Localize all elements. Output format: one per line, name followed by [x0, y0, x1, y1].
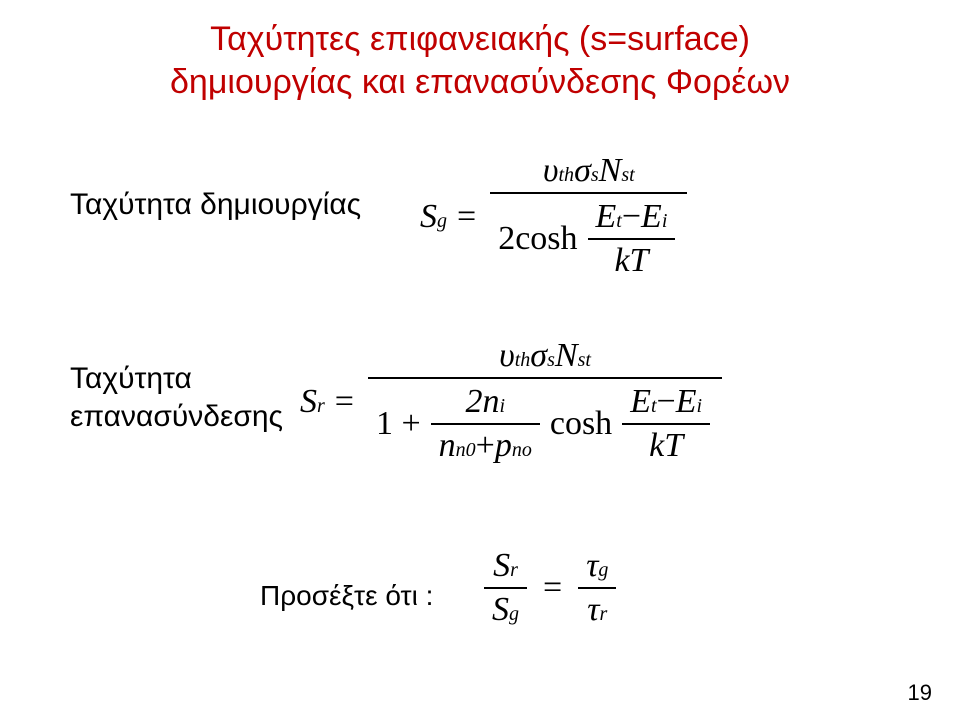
- page-number: 19: [908, 680, 932, 706]
- eq2-2n-sub: i: [499, 395, 505, 418]
- label-recomb-l1: Ταχύτητα: [70, 362, 192, 395]
- eq3-Sg-sub: g: [509, 603, 519, 626]
- eq1-equals: =: [457, 198, 476, 236]
- eq2-numerator: υth σs Nst: [491, 335, 599, 377]
- eq2-Et: E: [630, 383, 651, 421]
- eq2-minus: −: [657, 383, 676, 421]
- eq3-Sr: S: [493, 547, 510, 585]
- eq2-inner1-den: nn0 + pno: [431, 425, 540, 467]
- equation-recombination: Sr = υth σs Nst 1 + 2ni nn0 +: [300, 335, 726, 469]
- eq2-sigma: σ: [530, 337, 547, 375]
- eq2-lhs: Sr: [300, 383, 325, 421]
- eq2-pno-sub: no: [512, 439, 532, 462]
- eq2-2n: 2n: [465, 383, 499, 421]
- eq1-N: N: [599, 152, 622, 190]
- eq3-tau-r: τ: [587, 591, 599, 629]
- eq1-Ei: E: [641, 198, 662, 236]
- eq1-kT: kT: [614, 242, 648, 280]
- eq2-S-sub: r: [317, 395, 325, 418]
- eq2-Ei: E: [676, 383, 697, 421]
- title-line-2: δημιουργίας και επανασύνδεσης Φορέων: [170, 63, 790, 101]
- label-recombination-rate: Ταχύτητα επανασύνδεσης: [70, 360, 283, 435]
- eq3-equals: =: [543, 569, 562, 607]
- title-line-1: Ταχύτητες επιφανειακής (s=surface): [210, 20, 750, 58]
- eq1-Et: E: [596, 198, 617, 236]
- eq1-Ei-sub: i: [662, 210, 668, 233]
- eq1-u-sub: th: [559, 164, 575, 187]
- eq2-equals: =: [335, 383, 354, 421]
- eq2-inner2-den: kT: [641, 425, 691, 467]
- eq3-rhs-den: τr: [579, 589, 615, 631]
- eq2-main-frac: υth σs Nst 1 + 2ni nn0 + pno: [368, 335, 722, 469]
- eq1-denominator: 2cosh Et − Ei kT: [490, 194, 687, 284]
- eq1-minus: −: [622, 198, 641, 236]
- eq1-2cosh: 2cosh: [498, 220, 577, 258]
- eq1-inner-den: kT: [606, 240, 656, 282]
- eq1-lhs: Sg: [420, 198, 447, 236]
- eq1-N-sub: st: [621, 164, 634, 187]
- eq1-sigma-sub: s: [591, 164, 599, 187]
- eq3-tau-g: τ: [586, 547, 598, 585]
- eq2-inner-frac-2: Et − Ei kT: [622, 381, 710, 467]
- equation-generation: Sg = υth σs Nst 2cosh Et − Ei: [420, 150, 691, 284]
- label-recomb-l2: επανασύνδεσης: [70, 400, 283, 433]
- eq1-inner-num: Et − Ei: [588, 196, 676, 238]
- note-label: Προσέξτε ότι :: [260, 580, 433, 612]
- eq2-1plus: 1 +: [376, 405, 421, 443]
- eq2-plus: +: [476, 427, 495, 465]
- label-generation-rate: Ταχύτητα δημιουργίας: [70, 188, 361, 222]
- eq3-lhs-num: Sr: [485, 545, 526, 587]
- eq2-kT: kT: [649, 427, 683, 465]
- eq3-tau-g-sub: g: [598, 559, 608, 582]
- eq1-Et-sub: t: [616, 210, 622, 233]
- eq1-numerator: υth σs Nst: [535, 150, 643, 192]
- eq2-nn0-sub: n0: [456, 439, 476, 462]
- eq3-Sr-sub: r: [510, 559, 518, 582]
- eq2-N-sub: st: [578, 349, 591, 372]
- eq2-u: υ: [499, 337, 515, 375]
- eq2-N: N: [555, 337, 578, 375]
- eq3-lhs-den: Sg: [484, 589, 527, 631]
- slide-page: Ταχύτητες επιφανειακής (s=surface) δημιο…: [0, 0, 960, 720]
- eq1-sigma: σ: [574, 152, 591, 190]
- eq1-S-sub: g: [437, 210, 447, 233]
- eq2-u-sub: th: [515, 349, 531, 372]
- eq3-rhs-frac: τg τr: [578, 545, 616, 631]
- eq3-tau-r-sub: r: [599, 603, 607, 626]
- eq3-rhs-num: τg: [578, 545, 616, 587]
- eq2-inner1-num: 2ni: [457, 381, 513, 423]
- eq1-u: υ: [543, 152, 559, 190]
- eq2-Et-sub: t: [651, 395, 657, 418]
- eq2-denominator: 1 + 2ni nn0 + pno cosh Et: [368, 379, 722, 469]
- eq2-nn0: n: [439, 427, 456, 465]
- eq1-S: S: [420, 198, 437, 236]
- equation-ratio: Sr Sg = τg τr: [480, 545, 620, 631]
- eq2-inner-frac-1: 2ni nn0 + pno: [431, 381, 540, 467]
- eq2-inner2-num: Et − Ei: [622, 381, 710, 423]
- eq1-main-frac: υth σs Nst 2cosh Et − Ei kT: [490, 150, 687, 284]
- eq2-pno: p: [495, 427, 512, 465]
- eq2-cosh: cosh: [550, 405, 612, 443]
- slide-title: Ταχύτητες επιφανειακής (s=surface) δημιο…: [0, 18, 960, 103]
- eq2-sigma-sub: s: [547, 349, 555, 372]
- eq2-S: S: [300, 383, 317, 421]
- eq2-Ei-sub: i: [697, 395, 703, 418]
- eq3-Sg: S: [492, 591, 509, 629]
- eq1-inner-frac: Et − Ei kT: [588, 196, 676, 282]
- eq3-lhs-frac: Sr Sg: [484, 545, 527, 631]
